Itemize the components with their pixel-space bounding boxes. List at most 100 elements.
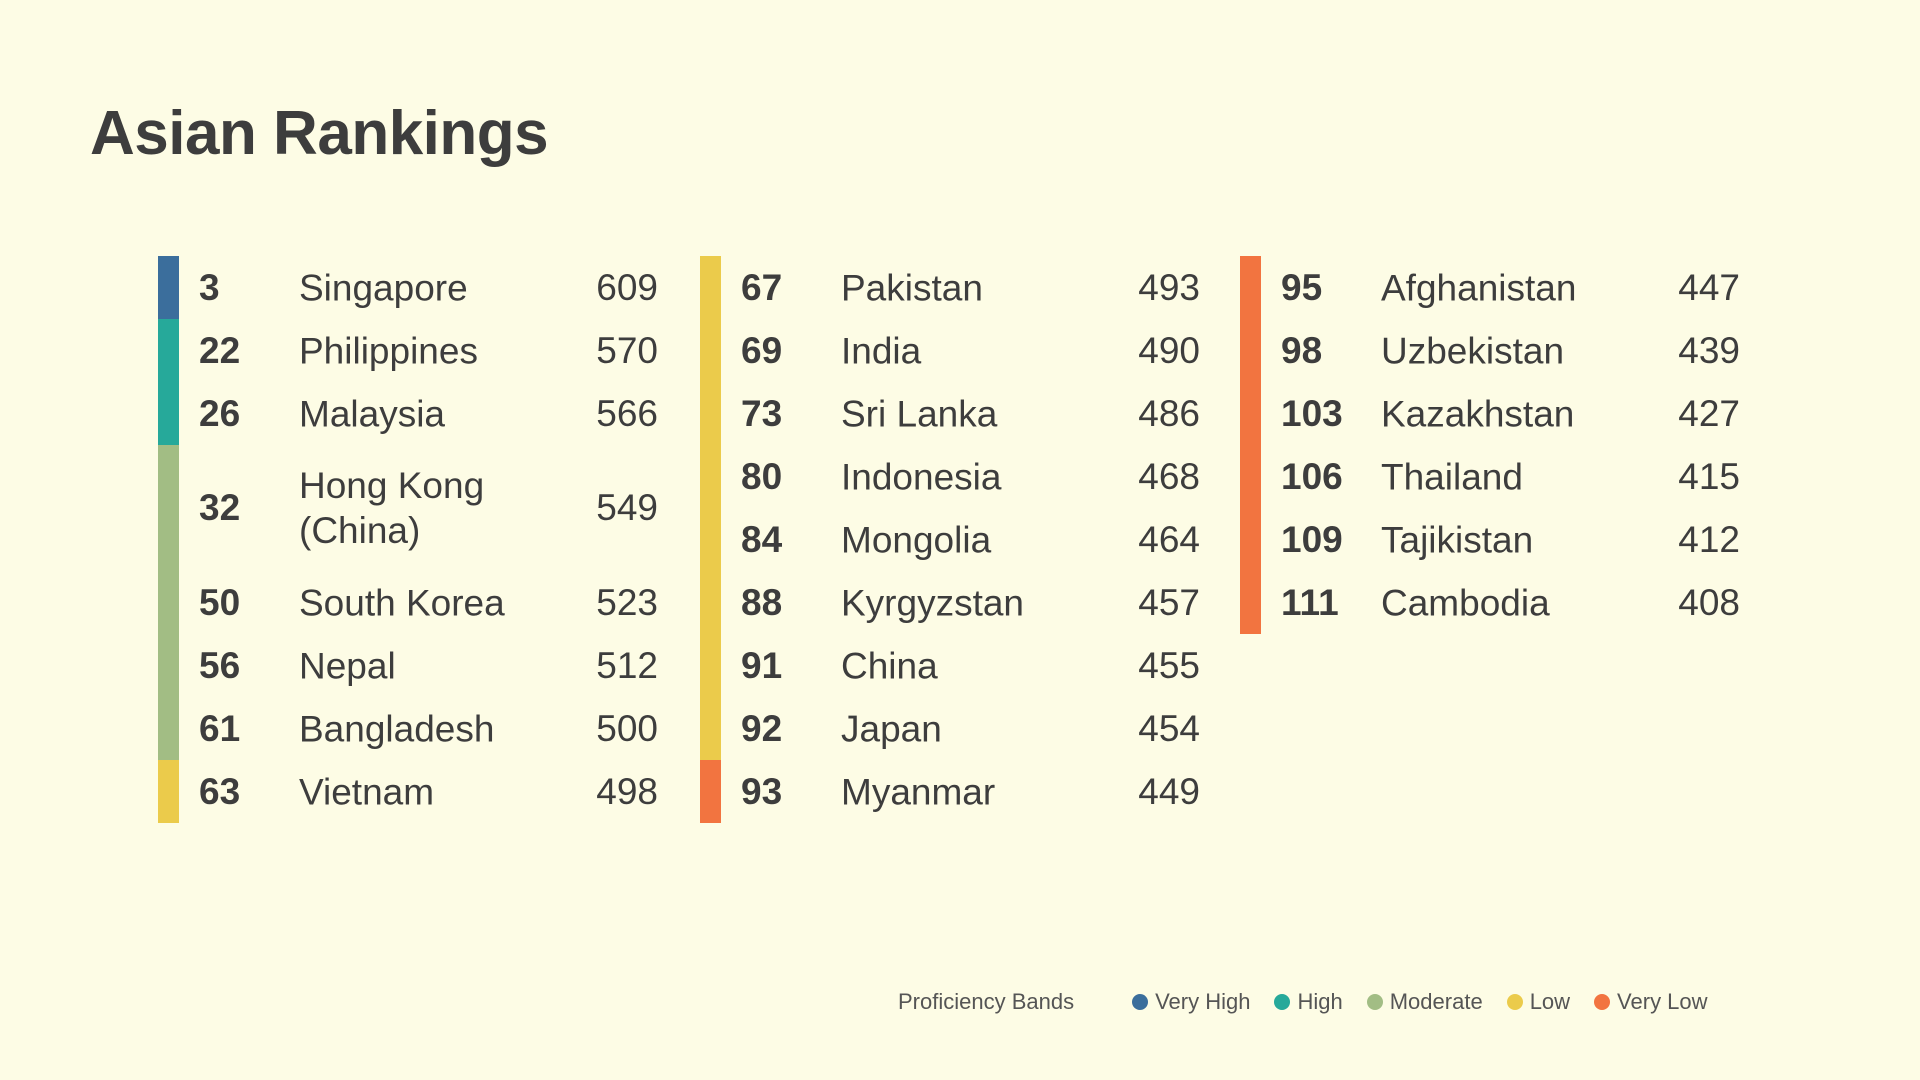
score-value: 457 (1138, 581, 1200, 623)
rank-value: 80 (741, 455, 783, 497)
legend-item: Low (1506, 989, 1571, 1015)
country-name: Malaysia (299, 393, 445, 434)
country-name: Tajikistan (1381, 519, 1534, 560)
score-value: 468 (1138, 455, 1200, 497)
country-name: Japan (841, 708, 942, 749)
rank-value: 91 (741, 644, 783, 686)
ranking-row: 92 Japan 454 (700, 697, 1200, 760)
ranking-row: 32 Hong Kong (China) 549 (158, 445, 658, 571)
ranking-row: 103 Kazakhstan 427 (1240, 382, 1740, 445)
ranking-row: 98 Uzbekistan 439 (1240, 319, 1740, 382)
country-name: Mongolia (841, 519, 992, 560)
band-bar (158, 445, 179, 571)
rank-value: 111 (1281, 581, 1339, 623)
ranking-row: 106 Thailand 415 (1240, 445, 1740, 508)
band-bar (158, 697, 179, 760)
band-bar (700, 382, 721, 445)
band-bar (1240, 571, 1261, 634)
band-bar (158, 760, 179, 823)
band-bar (700, 445, 721, 508)
band-bar (1240, 382, 1261, 445)
score-value: 566 (596, 392, 658, 434)
ranking-row: 109 Tajikistan 412 (1240, 508, 1740, 571)
rank-value: 84 (741, 518, 783, 560)
country-name: Hong Kong (China) (299, 465, 485, 551)
score-value: 439 (1678, 329, 1740, 371)
ranking-row: 3 Singapore 609 (158, 256, 658, 319)
ranking-column-2: 67 Pakistan 493 69 India 490 73 Sri Lanka 486 80 I… (700, 256, 1200, 823)
legend-item: Moderate (1366, 989, 1483, 1015)
legend-item: Very Low (1594, 989, 1708, 1015)
legend-label: Low (1529, 989, 1571, 1014)
country-name: Thailand (1381, 456, 1523, 497)
country-name: China (841, 645, 938, 686)
country-name: Nepal (299, 645, 396, 686)
ranking-row: 56 Nepal 512 (158, 634, 658, 697)
band-bar (158, 571, 179, 634)
score-value: 523 (596, 581, 658, 623)
ranking-row: 91 China 455 (700, 634, 1200, 697)
ranking-row: 88 Kyrgyzstan 457 (700, 571, 1200, 634)
rank-value: 92 (741, 707, 783, 749)
ranking-column-1: 3 Singapore 609 22 Philippines 570 26 Malaysia 5… (158, 256, 658, 823)
legend-dot-icon (1132, 994, 1149, 1010)
score-value: 493 (1138, 266, 1200, 308)
band-bar (700, 697, 721, 760)
score-value: 447 (1678, 266, 1740, 308)
legend-label: High (1297, 989, 1343, 1014)
country-name: Uzbekistan (1381, 330, 1565, 371)
band-bar (700, 760, 721, 823)
rank-value: 109 (1281, 518, 1343, 560)
band-bar (700, 319, 721, 382)
ranking-row: 26 Malaysia 566 (158, 382, 658, 445)
band-bar (158, 319, 179, 382)
band-bar (158, 382, 179, 445)
score-value: 512 (596, 644, 658, 686)
legend-dot-icon (1274, 994, 1291, 1010)
rank-value: 88 (741, 581, 783, 623)
ranking-column-3: 95 Afghanistan 447 98 Uzbekistan 439 103 Kazakh… (1240, 256, 1740, 634)
rank-value: 67 (741, 266, 783, 308)
legend-item: Very High (1132, 989, 1250, 1015)
rank-value: 61 (199, 707, 241, 749)
country-name: Kyrgyzstan (841, 582, 1025, 623)
country-name: Sri Lanka (841, 393, 998, 434)
score-value: 415 (1678, 455, 1740, 497)
ranking-row: 50 South Korea 523 (158, 571, 658, 634)
rank-value: 106 (1281, 455, 1343, 497)
ranking-row: 84 Mongolia 464 (700, 508, 1200, 571)
score-value: 412 (1678, 518, 1740, 560)
score-value: 427 (1678, 392, 1740, 434)
band-bar (700, 508, 721, 571)
score-value: 498 (596, 770, 658, 812)
legend-dot-icon (1506, 994, 1523, 1010)
score-value: 500 (596, 707, 658, 749)
ranking-row: 80 Indonesia 468 (700, 445, 1200, 508)
rank-value: 103 (1281, 392, 1343, 434)
country-name: Afghanistan (1381, 267, 1577, 308)
rank-value: 56 (199, 644, 241, 686)
legend-item: High (1274, 989, 1343, 1015)
band-bar (158, 634, 179, 697)
page-title: Asian Rankings (90, 99, 549, 168)
score-value: 486 (1138, 392, 1200, 434)
country-name: Cambodia (1381, 582, 1550, 623)
ranking-row: 111 Cambodia 408 (1240, 571, 1740, 634)
legend-title: Proficiency Bands (898, 989, 1075, 1014)
score-value: 490 (1138, 329, 1200, 371)
rank-value: 63 (199, 770, 241, 812)
country-name: Myanmar (841, 771, 996, 812)
band-bar (1240, 445, 1261, 508)
ranking-row: 61 Bangladesh 500 (158, 697, 658, 760)
legend-label: Very High (1155, 989, 1251, 1014)
legend: Proficiency Bands Very High High Moderate L… (898, 988, 1708, 1016)
legend-label: Very Low (1617, 989, 1708, 1014)
band-bar (158, 256, 179, 319)
country-name: Vietnam (299, 771, 435, 812)
country-name: Pakistan (841, 267, 983, 308)
country-name: Singapore (299, 267, 468, 308)
band-bar (700, 571, 721, 634)
score-value: 570 (596, 329, 658, 371)
ranking-row: 93 Myanmar 449 (700, 760, 1200, 823)
country-name: India (841, 330, 922, 371)
